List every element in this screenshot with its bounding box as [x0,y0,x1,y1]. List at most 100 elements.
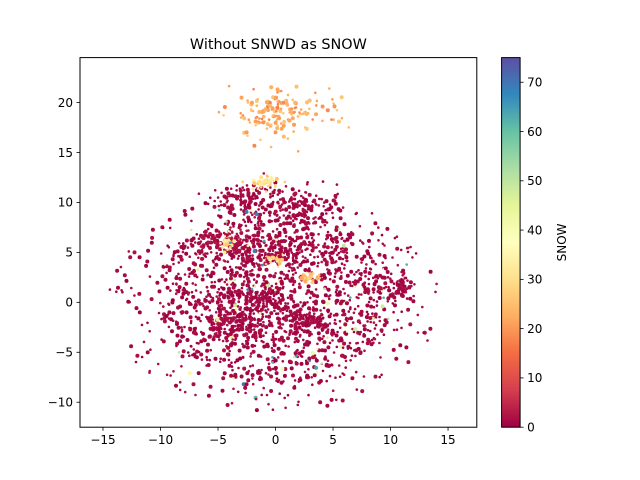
scatter-point [251,237,256,242]
scatter-point [260,324,264,328]
scatter-point [279,293,283,296]
scatter-point [333,247,338,252]
scatter-point [320,348,325,353]
scatter-point [312,239,316,242]
scatter-point [383,318,388,323]
scatter-point [253,216,256,219]
scatter-point [304,199,308,202]
scatter-point [354,279,357,282]
scatter-point [337,364,341,367]
scatter-point [278,204,283,209]
scatter-point [215,251,218,255]
scatter-point [271,333,275,336]
scatter-point [310,249,314,252]
scatter-point [288,247,293,252]
scatter-point [294,84,299,89]
scatter-point [269,192,272,196]
scatter-point [238,266,243,271]
scatter-point [343,322,348,327]
scatter-point [401,268,406,273]
scatter-point [258,311,262,315]
scatter-point [246,134,249,138]
scatter-point [281,253,285,257]
scatter-point [326,270,331,275]
scatter-point [284,98,289,103]
scatter-point [287,345,290,348]
scatter-point [256,230,261,235]
scatter-point [190,228,193,232]
scatter-point [406,250,410,254]
scatter-point [282,239,286,242]
scatter-point [299,361,304,366]
scatter-point [345,301,349,306]
scatter-point [281,208,285,211]
scatter-point [257,370,262,375]
scatter-point [298,199,302,203]
scatter-point [222,231,226,235]
scatter-point [392,286,396,290]
scatter-point [235,358,240,363]
scatter-point [303,110,308,115]
scatter-point [416,331,420,334]
scatter-point [342,239,346,243]
scatter-point [322,335,325,338]
scatter-point [213,189,217,192]
scatter-point [309,330,312,334]
scatter-point [362,332,366,336]
scatter-point [211,296,215,300]
scatter-point [368,296,373,301]
scatter-point [285,273,289,278]
scatter-point [157,311,161,315]
scatter-point [353,281,358,286]
scatter-point [276,103,280,106]
scatter-point [200,313,204,317]
scatter-point [341,308,346,313]
scatter-point [327,314,332,319]
scatter-point [252,143,257,148]
scatter-point [187,301,192,306]
scatter-point [239,307,242,310]
scatter-point [140,355,144,359]
scatter-point [248,329,251,333]
scatter-point [358,351,363,355]
scatter-point [392,282,396,286]
scatter-point [244,294,248,298]
scatter-point [331,339,334,342]
scatter-point [262,334,265,338]
scatter-point [230,283,233,286]
scatter-point [233,372,238,377]
scatter-point [226,260,230,264]
scatter-point [231,338,234,341]
scatter-point [148,329,151,333]
scatter-point [434,290,437,294]
scatter-point [406,307,411,312]
scatter-point [297,322,301,326]
scatter-point [206,252,209,255]
scatter-point [252,328,256,331]
scatter-point [263,239,266,243]
scatter-point [248,251,251,254]
scatter-point [400,310,404,314]
scatter-point [127,250,131,253]
scatter-point [326,268,329,271]
scatter-point [281,323,285,326]
scatter-point [161,226,165,229]
scatter-point [258,334,263,339]
scatter-point [263,107,268,112]
scatter-point [279,251,282,255]
scatter-point [296,403,300,407]
scatter-point [266,203,271,208]
scatter-point [217,313,222,318]
scatter-point [179,310,183,314]
scatter-point [152,228,155,232]
scatter-point [278,198,282,201]
scatter-point [363,349,366,353]
scatter-point [276,213,279,217]
scatter-point [293,355,296,359]
scatter-point [250,343,255,348]
scatter-point [412,294,416,298]
scatter-point [294,360,298,364]
scatter-point [238,318,241,322]
scatter-point [244,391,247,395]
scatter-point [189,242,193,246]
